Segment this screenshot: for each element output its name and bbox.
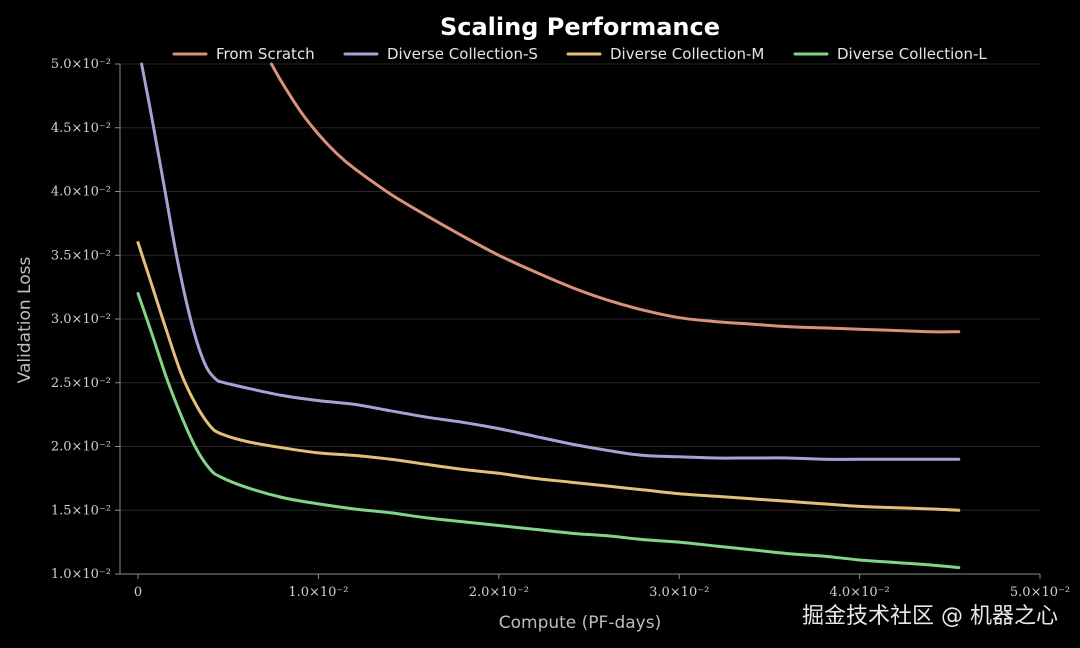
legend: From Scratch Diverse Collection-S Diverse … (172, 45, 987, 63)
watermark: 掘金技术社区 @ 机器之心 (802, 604, 1058, 629)
y-axis-label: Validation Loss (15, 257, 35, 384)
legend-item: Diverse Collection-L (793, 45, 987, 63)
y-tick-label: 2.5×10⁻² (51, 376, 111, 391)
x-tick-label: 1.0×10⁻² (288, 585, 348, 600)
y-tick-label: 2.0×10⁻² (51, 440, 111, 455)
x-axis-label: Compute (PF-days) (499, 613, 661, 633)
series-layer (136, 62, 961, 570)
y-tick-label: 1.5×10⁻² (51, 503, 111, 518)
y-tick-label: 4.0×10⁻² (51, 185, 111, 200)
x-tick-label: 5.0×10⁻² (1010, 585, 1070, 600)
x-tick-label: 4.0×10⁻² (830, 585, 890, 600)
chart-title: Scaling Performance (440, 13, 720, 41)
x-tick-label: 3.0×10⁻² (649, 585, 709, 600)
axis-layer: 1.0×10⁻² 1.5×10⁻² 2.0×10⁻² 2.5×10⁻² 3.0×10⁻²… (51, 57, 1070, 600)
series-line-diverse-collection-l (136, 292, 961, 570)
legend-item: Diverse Collection-S (343, 45, 538, 63)
series-line-from-scratch (270, 62, 961, 334)
x-tick-label: 0 (134, 585, 142, 600)
y-tick-label: 3.5×10⁻² (51, 248, 111, 263)
legend-label: Diverse Collection-M (610, 45, 764, 63)
series-line-diverse-collection-s (140, 62, 961, 461)
y-tick-label: 1.0×10⁻² (51, 567, 111, 582)
y-tick-label: 5.0×10⁻² (51, 57, 111, 72)
legend-label: Diverse Collection-S (387, 45, 538, 63)
series-line-diverse-collection-m (136, 241, 961, 512)
legend-item: From Scratch (172, 45, 315, 63)
x-tick-label: 2.0×10⁻² (469, 585, 529, 600)
y-tick-label: 4.5×10⁻² (51, 121, 111, 136)
legend-item: Diverse Collection-M (566, 45, 764, 63)
legend-label: Diverse Collection-L (837, 45, 987, 63)
y-tick-label: 3.0×10⁻² (51, 312, 111, 327)
legend-label: From Scratch (216, 45, 315, 63)
